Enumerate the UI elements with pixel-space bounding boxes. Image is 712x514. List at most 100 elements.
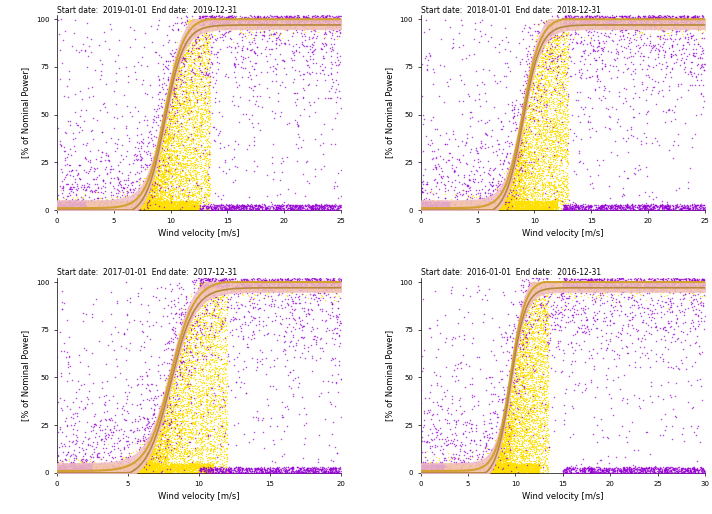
Point <box>652 283 664 291</box>
Point <box>174 463 186 471</box>
Point <box>61 421 72 429</box>
Point <box>148 434 159 443</box>
Point <box>131 198 142 207</box>
Point <box>264 468 276 476</box>
Point <box>653 468 664 476</box>
Point <box>493 203 505 211</box>
Point <box>59 198 70 206</box>
Point <box>535 91 546 99</box>
Point <box>453 464 464 472</box>
Point <box>76 439 88 448</box>
Point <box>105 426 116 434</box>
Point <box>422 201 433 210</box>
Point <box>495 425 506 433</box>
Point <box>258 16 270 25</box>
Point <box>562 45 574 53</box>
Point <box>140 461 151 469</box>
Point <box>278 16 290 24</box>
Point <box>474 205 486 213</box>
Point <box>645 6 656 14</box>
Point <box>158 462 169 470</box>
Point <box>557 27 568 35</box>
Point <box>533 342 544 350</box>
Point <box>475 197 486 205</box>
Point <box>180 320 192 328</box>
Point <box>240 470 251 479</box>
Point <box>437 211 449 219</box>
Point <box>524 449 535 457</box>
Point <box>197 209 208 217</box>
Point <box>539 143 550 151</box>
Point <box>538 124 549 133</box>
Point <box>173 123 184 132</box>
Point <box>452 206 464 214</box>
Point <box>253 20 264 28</box>
Point <box>543 286 554 295</box>
Point <box>147 466 159 474</box>
Point <box>648 42 659 50</box>
Point <box>194 420 206 429</box>
Point <box>159 467 170 475</box>
Point <box>454 205 465 213</box>
Point <box>243 15 254 23</box>
Point <box>298 6 310 14</box>
Point <box>85 468 96 476</box>
Point <box>63 468 74 476</box>
Point <box>557 88 569 97</box>
Point <box>75 460 86 468</box>
Point <box>496 203 508 211</box>
Point <box>293 204 305 212</box>
Point <box>113 460 125 468</box>
Point <box>89 464 100 472</box>
Point <box>425 466 436 474</box>
Point <box>187 166 199 174</box>
Point <box>108 474 119 482</box>
Point <box>205 442 216 450</box>
Point <box>290 19 302 27</box>
Point <box>103 462 114 470</box>
Point <box>181 97 192 105</box>
Point <box>553 283 564 291</box>
Point <box>674 268 686 277</box>
Point <box>645 21 656 29</box>
Point <box>510 357 521 365</box>
Point <box>112 200 123 208</box>
Point <box>526 468 538 476</box>
Point <box>239 203 250 211</box>
Point <box>167 186 178 194</box>
Point <box>67 460 78 468</box>
Point <box>455 76 466 84</box>
Point <box>483 467 495 475</box>
Point <box>157 447 169 455</box>
Point <box>478 215 490 224</box>
Point <box>597 354 608 362</box>
Point <box>455 202 466 210</box>
Point <box>507 468 518 476</box>
Point <box>204 360 215 368</box>
Point <box>443 460 454 468</box>
Point <box>288 468 300 476</box>
Point <box>480 194 491 202</box>
Point <box>426 199 438 207</box>
Point <box>130 463 142 471</box>
Point <box>445 203 456 211</box>
Point <box>516 461 528 469</box>
Point <box>480 468 491 476</box>
Point <box>294 281 305 289</box>
Point <box>513 375 524 383</box>
Point <box>110 203 121 211</box>
Point <box>554 283 565 291</box>
Point <box>538 412 550 420</box>
Point <box>517 203 528 211</box>
Point <box>502 206 513 214</box>
Point <box>516 320 528 328</box>
Point <box>251 284 262 292</box>
Point <box>115 468 126 476</box>
Point <box>462 204 473 212</box>
Point <box>662 17 674 26</box>
Point <box>142 199 153 207</box>
Point <box>145 184 156 192</box>
Point <box>441 461 453 469</box>
Point <box>570 6 581 14</box>
Point <box>176 160 187 168</box>
